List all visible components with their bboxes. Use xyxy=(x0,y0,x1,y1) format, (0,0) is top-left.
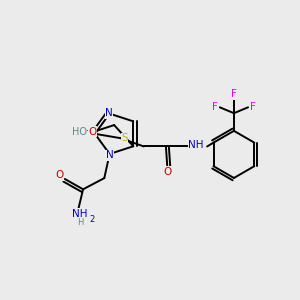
Text: -: - xyxy=(85,126,88,135)
Text: NH: NH xyxy=(188,140,204,150)
Text: H: H xyxy=(77,218,83,227)
Text: HO: HO xyxy=(72,127,87,136)
Text: O: O xyxy=(88,127,97,136)
Text: H: H xyxy=(74,126,81,136)
Text: O: O xyxy=(163,167,172,177)
Text: 2: 2 xyxy=(90,215,95,224)
Text: S: S xyxy=(121,133,128,143)
Text: O: O xyxy=(56,170,64,181)
Text: N: N xyxy=(106,150,113,160)
Text: F: F xyxy=(250,102,255,112)
Text: F: F xyxy=(212,102,218,112)
Text: F: F xyxy=(231,89,237,99)
Text: NH: NH xyxy=(71,209,87,219)
Text: N: N xyxy=(105,108,113,118)
